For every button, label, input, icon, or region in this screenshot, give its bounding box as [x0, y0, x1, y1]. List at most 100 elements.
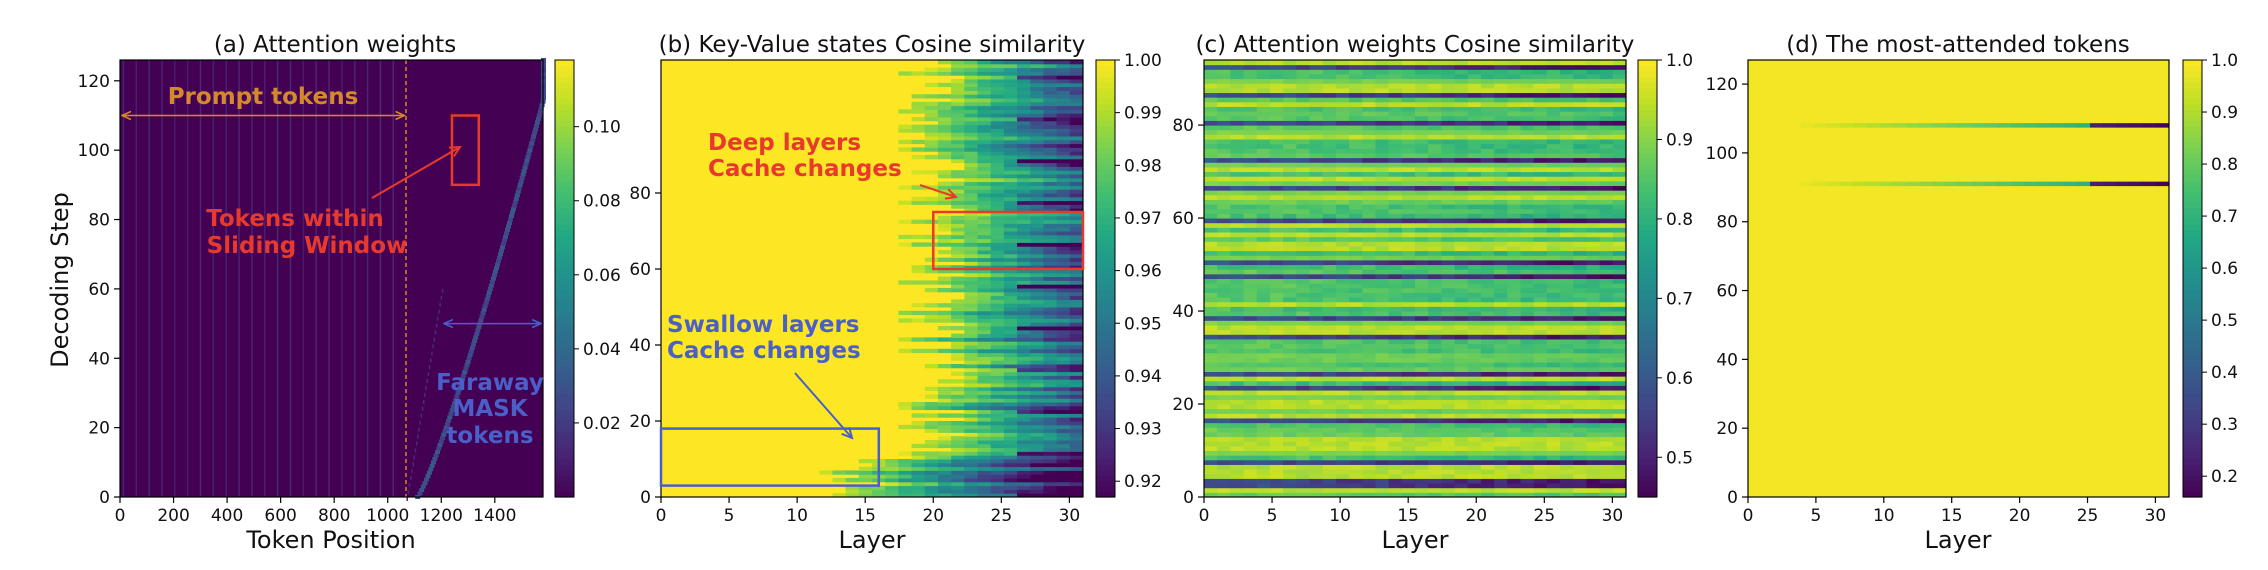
- attn-similarity-cell: [1269, 213, 1284, 219]
- attn-similarity-cell: [1349, 399, 1363, 405]
- attn-similarity-cell: [1309, 315, 1324, 321]
- attn-similarity-cell: [1322, 245, 1337, 252]
- kv-similarity-cell: [990, 295, 1005, 300]
- attn-similarity-cell: [1520, 338, 1535, 345]
- kv-similarity-cell: [1043, 348, 1058, 354]
- attn-similarity-cell: [1204, 357, 1218, 363]
- attn-similarity-cell: [1309, 455, 1324, 461]
- attn-similarity-cell: [1283, 334, 1297, 340]
- attn-similarity-cell: [1388, 269, 1403, 275]
- attn-similarity-cell: [1375, 139, 1390, 145]
- attn-similarity-cell: [1520, 427, 1535, 433]
- attn-similarity-cell: [1401, 478, 1416, 484]
- attn-similarity-cell: [1243, 329, 1258, 335]
- attn-similarity-cell: [1204, 408, 1218, 414]
- kv-similarity-cell: [1069, 337, 1084, 342]
- kv-similarity-cell: [977, 200, 992, 205]
- colorbar-segment: [1096, 273, 1115, 280]
- colorbar-segment: [1638, 300, 1657, 307]
- attn-similarity-cell: [1243, 348, 1258, 354]
- attn-similarity-cell: [1467, 269, 1482, 275]
- attn-similarity-cell: [1612, 264, 1627, 270]
- attn-similarity-cell: [1204, 311, 1218, 317]
- attn-similarity-cell: [1507, 250, 1521, 256]
- attn-similarity-cell: [1296, 352, 1310, 359]
- attn-similarity-cell: [1533, 87, 1548, 94]
- attn-similarity-cell: [1533, 338, 1548, 345]
- attn-similarity-cell: [1362, 385, 1376, 391]
- kv-similarity-cell: [911, 242, 926, 247]
- attn-similarity-cell: [1441, 413, 1456, 419]
- attn-similarity-cell: [1269, 478, 1284, 484]
- attn-similarity-cell: [1599, 306, 1614, 312]
- kv-similarity-cell: [1003, 326, 1018, 331]
- attn-similarity-cell: [1230, 250, 1245, 256]
- attn-similarity-cell: [1362, 171, 1376, 177]
- kv-similarity-cell: [1056, 269, 1071, 274]
- colorbar-segment: [1096, 283, 1115, 291]
- colorbar-segment: [555, 376, 574, 383]
- attn-similarity-cell: [1230, 78, 1245, 84]
- attn-similarity-cell: [1230, 176, 1245, 182]
- attn-similarity-cell: [1573, 250, 1587, 256]
- attn-similarity-cell: [1599, 120, 1614, 126]
- attn-similarity-cell: [1296, 152, 1310, 159]
- kv-similarity-cell: [964, 367, 978, 373]
- attn-similarity-cell: [1573, 338, 1587, 345]
- attn-similarity-cell: [1335, 222, 1350, 228]
- attention-diagonal-cell: [471, 342, 477, 347]
- attn-similarity-cell: [1546, 241, 1561, 247]
- attn-similarity-cell: [1256, 190, 1271, 196]
- attn-similarity-cell: [1217, 408, 1231, 414]
- attn-similarity-cell: [1335, 101, 1350, 107]
- attn-similarity-cell: [1428, 348, 1442, 354]
- attn-similarity-cell: [1322, 241, 1337, 247]
- attn-similarity-cell: [1362, 218, 1376, 224]
- attn-similarity-cell: [1230, 306, 1245, 312]
- attn-similarity-cell: [1533, 422, 1548, 428]
- attn-similarity-cell: [1217, 185, 1231, 191]
- attn-similarity-cell: [1335, 232, 1350, 238]
- attn-similarity-cell: [1335, 143, 1350, 149]
- kv-similarity-cell: [885, 493, 899, 498]
- kv-similarity-cell: [911, 443, 926, 449]
- attn-similarity-cell: [1467, 236, 1482, 242]
- attn-similarity-cell: [1204, 97, 1218, 103]
- attn-similarity-cell: [1362, 422, 1376, 428]
- attn-similarity-cell: [1507, 129, 1521, 135]
- attn-similarity-cell: [1415, 441, 1429, 447]
- kv-similarity-cell: [1017, 67, 1031, 72]
- colorbar-segment: [1638, 109, 1657, 116]
- attention-diagonal-cell: [513, 196, 519, 201]
- kv-similarity-cell: [977, 227, 992, 232]
- kv-similarity-cell: [951, 98, 965, 103]
- attn-similarity-cell: [1349, 264, 1363, 270]
- attn-similarity-cell: [1388, 222, 1403, 228]
- kv-similarity-cell: [1017, 170, 1031, 175]
- attn-similarity-cell: [1467, 250, 1482, 256]
- kv-similarity-cell: [1030, 402, 1044, 407]
- kv-similarity-cell: [1003, 67, 1018, 72]
- kv-similarity-cell: [1069, 90, 1084, 95]
- attn-similarity-cell: [1283, 338, 1297, 345]
- attn-similarity-cell: [1309, 445, 1324, 452]
- kv-similarity-cell: [990, 303, 1005, 308]
- attn-similarity-cell: [1454, 92, 1469, 98]
- kv-similarity-cell: [1003, 436, 1018, 441]
- attn-similarity-cell: [1322, 427, 1337, 433]
- attn-similarity-cell: [1322, 78, 1337, 84]
- attn-similarity-cell: [1256, 166, 1271, 173]
- kv-similarity-cell: [951, 489, 965, 494]
- attn-similarity-cell: [1309, 376, 1324, 382]
- attn-similarity-cell: [1349, 292, 1363, 298]
- kv-similarity-cell: [964, 307, 978, 312]
- attn-similarity-cell: [1204, 417, 1218, 424]
- attn-similarity-cell: [1533, 78, 1548, 84]
- attn-similarity-cell: [1586, 148, 1601, 154]
- attn-similarity-cell: [1494, 338, 1508, 345]
- attn-similarity-cell: [1573, 134, 1587, 140]
- prompt-tokens-label: Prompt tokens: [168, 84, 359, 110]
- attn-similarity-cell: [1586, 366, 1601, 372]
- attention-diagonal-cell: [493, 266, 499, 271]
- attention-column: [353, 60, 356, 497]
